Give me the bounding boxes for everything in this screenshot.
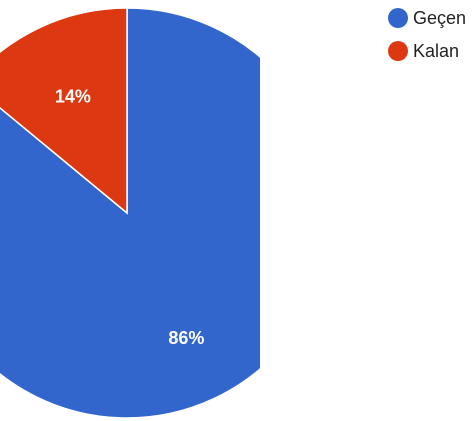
pie-slice-kalan[interactable] (0, 7, 128, 215)
legend-swatch-gecen (388, 8, 408, 28)
pie-slice-geen[interactable] (0, 7, 260, 419)
slice-label-kalan: 14% (55, 87, 91, 107)
legend: Geçen Kalan (388, 6, 466, 72)
pie-slice-labels: 86% 14% (55, 87, 205, 348)
legend-item-kalan[interactable]: Kalan (388, 39, 466, 63)
pie-slices (0, 7, 260, 419)
pie-chart: 86% 14% (0, 7, 260, 419)
legend-item-gecen[interactable]: Geçen (388, 6, 466, 30)
legend-swatch-kalan (388, 41, 408, 61)
slice-label-geen: 86% (168, 328, 204, 348)
legend-label-kalan: Kalan (413, 40, 460, 61)
legend-label-gecen: Geçen (413, 7, 467, 28)
